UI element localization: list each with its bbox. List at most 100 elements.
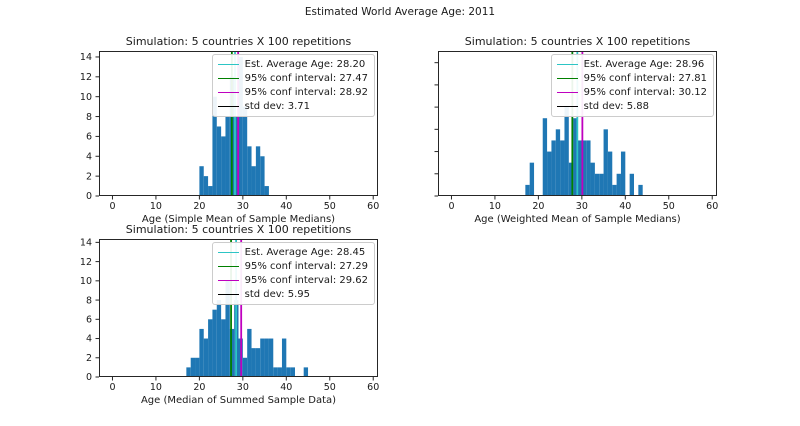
- x-tick-label: 20: [193, 382, 205, 393]
- x-tick-label: 30: [237, 201, 249, 212]
- subplot-title: Simulation: 5 countries X 100 repetition…: [125, 223, 352, 236]
- histogram-bar: [551, 140, 556, 196]
- histogram-bar: [573, 118, 578, 196]
- histogram-bar: [203, 176, 209, 196]
- x-tick-label: 60: [706, 201, 718, 212]
- legend-label: Est. Average Age: 28.96: [583, 59, 705, 70]
- legend-label: std dev: 5.95: [244, 289, 310, 300]
- subplot-simple-mean: Simulation: 5 countries X 100 repetition…: [80, 35, 379, 225]
- histogram-bar: [525, 184, 530, 196]
- figure-title: Estimated World Average Age: 2011: [304, 6, 496, 18]
- histogram-bar: [208, 186, 213, 196]
- histogram-bar: [260, 338, 265, 377]
- legend-label: 95% conf interval: 30.12: [583, 87, 707, 98]
- legend-item: 95% conf interval: 27.47: [217, 72, 368, 85]
- x-tick-label: 30: [237, 382, 249, 393]
- legend-line-sample: [217, 92, 239, 93]
- x-tick-label: 0: [448, 201, 454, 212]
- legend-label: std dev: 5.88: [583, 101, 649, 112]
- histogram-bar: [221, 319, 226, 377]
- legend-line-sample: [217, 64, 239, 65]
- histogram-bar: [260, 156, 265, 196]
- subplot-title: Simulation: 5 countries X 100 repetition…: [125, 35, 352, 48]
- axes-spines: [438, 51, 717, 196]
- histogram-bar: [195, 357, 200, 377]
- x-tick-label: 10: [489, 201, 501, 212]
- histogram-bar: [242, 106, 248, 196]
- x-tick-label: 50: [663, 201, 675, 212]
- histogram-bar: [599, 173, 604, 196]
- x-tick-label: 60: [367, 201, 379, 212]
- legend-label: std dev: 3.71: [244, 101, 310, 112]
- histogram-bar: [542, 118, 548, 196]
- histogram-bar: [607, 151, 613, 196]
- histogram-bar: [212, 96, 217, 196]
- x-tick-label: 10: [150, 382, 162, 393]
- histogram-bar: [216, 126, 222, 196]
- histogram-bar: [268, 338, 274, 377]
- histogram-bar: [238, 56, 243, 197]
- histogram-bar: [555, 129, 561, 196]
- legend-line-sample: [217, 280, 239, 281]
- legend-line-sample: [217, 106, 239, 107]
- x-axis-label: Age (Simple Mean of Sample Medians): [141, 214, 336, 225]
- x-tick-label: 40: [619, 201, 631, 212]
- histogram-bar: [586, 140, 591, 196]
- legend: Est. Average Age: 28.96 95% conf interval…: [550, 54, 714, 117]
- legend-item: 95% conf interval: 28.92: [217, 86, 368, 99]
- histogram-bar: [255, 146, 261, 196]
- legend-item: std dev: 3.71: [217, 100, 368, 113]
- histogram-bar: [229, 328, 235, 377]
- y-tick-label: 0: [86, 191, 92, 202]
- histogram-bar: [290, 367, 295, 377]
- histogram-bar: [208, 319, 213, 377]
- y-tick-label: 12: [80, 72, 92, 83]
- legend-label: 95% conf interval: 28.92: [244, 87, 368, 98]
- histogram-bar: [234, 116, 239, 196]
- y-tick-label: 6: [86, 132, 92, 143]
- histogram-bar: [560, 140, 565, 196]
- histogram-bar: [281, 338, 287, 377]
- x-tick-label: 40: [280, 201, 292, 212]
- legend-line-sample: [556, 64, 578, 65]
- legend-label: Est. Average Age: 28.20: [244, 59, 366, 70]
- histogram-bar: [251, 348, 256, 377]
- y-tick-label: 2: [86, 353, 92, 364]
- histogram-bar: [303, 367, 309, 377]
- legend-line-sample: [556, 92, 578, 93]
- legend-item: 95% conf interval: 30.12: [556, 86, 707, 99]
- histogram-bar: [612, 184, 617, 196]
- legend-line-sample: [217, 78, 239, 79]
- histogram-bar: [199, 166, 204, 196]
- axes-spines: [99, 51, 378, 196]
- histogram-bar: [247, 146, 252, 196]
- y-tick-label: 2: [86, 171, 92, 182]
- histogram-bar: [277, 367, 282, 377]
- x-tick-label: 20: [193, 201, 205, 212]
- x-tick-label: 60: [367, 382, 379, 393]
- x-tick-label: 50: [324, 201, 336, 212]
- x-tick-label: 20: [532, 201, 544, 212]
- histogram-bar: [577, 140, 582, 196]
- legend-item: std dev: 5.95: [217, 288, 368, 301]
- y-tick-label: 10: [80, 276, 92, 287]
- legend-item: 95% conf interval: 27.81: [556, 72, 707, 85]
- x-tick-label: 40: [280, 382, 292, 393]
- legend-item: Est. Average Age: 28.96: [556, 58, 707, 71]
- x-tick-label: 0: [109, 201, 115, 212]
- x-tick-label: 50: [324, 382, 336, 393]
- y-tick-label: 12: [80, 257, 92, 268]
- histogram-bar: [221, 136, 226, 196]
- histogram-bar: [264, 338, 269, 377]
- y-tick-label: 4: [86, 334, 92, 345]
- legend-label: Est. Average Age: 28.45: [244, 247, 366, 258]
- subplot-title: Simulation: 5 countries X 100 repetition…: [464, 35, 691, 48]
- histogram-bar: [242, 357, 248, 377]
- subplot-median-summed: Simulation: 5 countries X 100 repetition…: [80, 223, 379, 406]
- y-tick-label: 0: [86, 372, 92, 383]
- legend-line-sample: [556, 106, 578, 107]
- x-axis-label: Age (Weighted Mean of Sample Medians): [474, 214, 681, 225]
- histogram-bar: [216, 300, 222, 377]
- legend-item: Est. Average Age: 28.20: [217, 58, 368, 71]
